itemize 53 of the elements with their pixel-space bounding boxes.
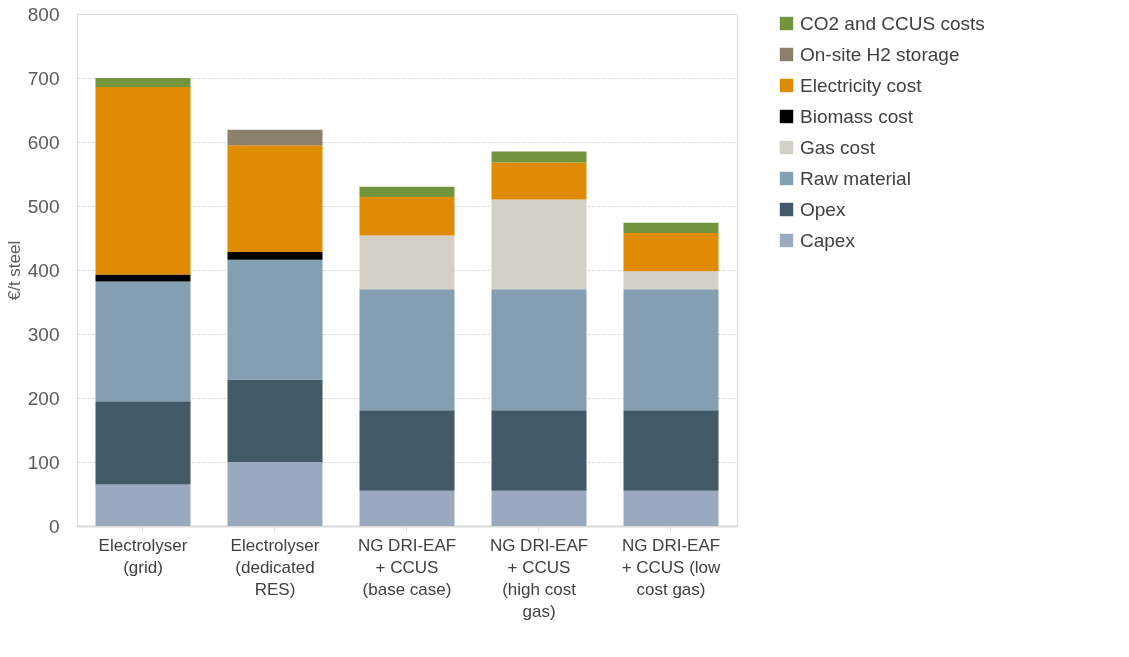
bar bbox=[227, 259, 323, 380]
bar bbox=[227, 145, 323, 253]
legend-label: On-site H2 storage bbox=[800, 43, 960, 65]
bar bbox=[623, 232, 719, 272]
y-tick-label: 200 bbox=[27, 387, 60, 409]
bar bbox=[95, 86, 191, 275]
bar bbox=[359, 490, 455, 526]
bar bbox=[95, 401, 191, 485]
bar bbox=[491, 410, 587, 491]
bar bbox=[359, 197, 455, 236]
bar bbox=[95, 78, 191, 87]
bar bbox=[491, 490, 587, 526]
bar bbox=[491, 289, 587, 411]
bar bbox=[623, 271, 719, 290]
legend-label: Biomass cost bbox=[800, 105, 914, 127]
bar bbox=[227, 462, 323, 526]
y-tick-label: 400 bbox=[27, 259, 60, 281]
x-tick-label: NG DRI-EAF + CCUS (base case) bbox=[357, 535, 457, 599]
legend-label: CO2 and CCUS costs bbox=[800, 12, 985, 34]
bar bbox=[227, 379, 323, 462]
legend-label: Gas cost bbox=[800, 136, 876, 158]
y-tick-label: 300 bbox=[27, 323, 60, 345]
bar bbox=[623, 289, 719, 411]
bar bbox=[623, 222, 719, 233]
y-tick-label: 700 bbox=[27, 67, 60, 89]
bar bbox=[95, 281, 191, 402]
bar bbox=[227, 252, 323, 260]
bar bbox=[359, 289, 455, 411]
bar bbox=[227, 129, 323, 146]
bar bbox=[359, 410, 455, 491]
bar bbox=[359, 186, 455, 198]
y-tick-label: 600 bbox=[27, 131, 60, 153]
x-tick-label: Electrolyser (grid) bbox=[98, 535, 188, 577]
bar bbox=[95, 274, 191, 282]
y-tick-label: 500 bbox=[27, 195, 60, 217]
bar bbox=[95, 484, 191, 526]
y-tick-label: 0 bbox=[48, 515, 60, 537]
bar bbox=[623, 410, 719, 491]
x-tick-label: Electrolyser (dedicated RES) bbox=[230, 535, 320, 599]
y-tick-label: 100 bbox=[27, 451, 60, 473]
legend-label: Electricity cost bbox=[800, 74, 923, 96]
x-tick-label: NG DRI-EAF + CCUS (high cost gas) bbox=[489, 535, 589, 621]
bar bbox=[491, 162, 587, 200]
bar bbox=[359, 235, 455, 290]
legend-label: Opex bbox=[800, 198, 846, 220]
bar bbox=[491, 151, 587, 163]
bar bbox=[491, 199, 587, 290]
legend-label: Capex bbox=[800, 229, 856, 251]
legend-label: Raw material bbox=[800, 167, 911, 189]
y-tick-label: 800 bbox=[27, 3, 60, 25]
y-axis-title: €/t steel bbox=[4, 240, 24, 301]
bar bbox=[623, 490, 719, 526]
x-tick-label: NG DRI-EAF + CCUS (low cost gas) bbox=[621, 535, 722, 599]
